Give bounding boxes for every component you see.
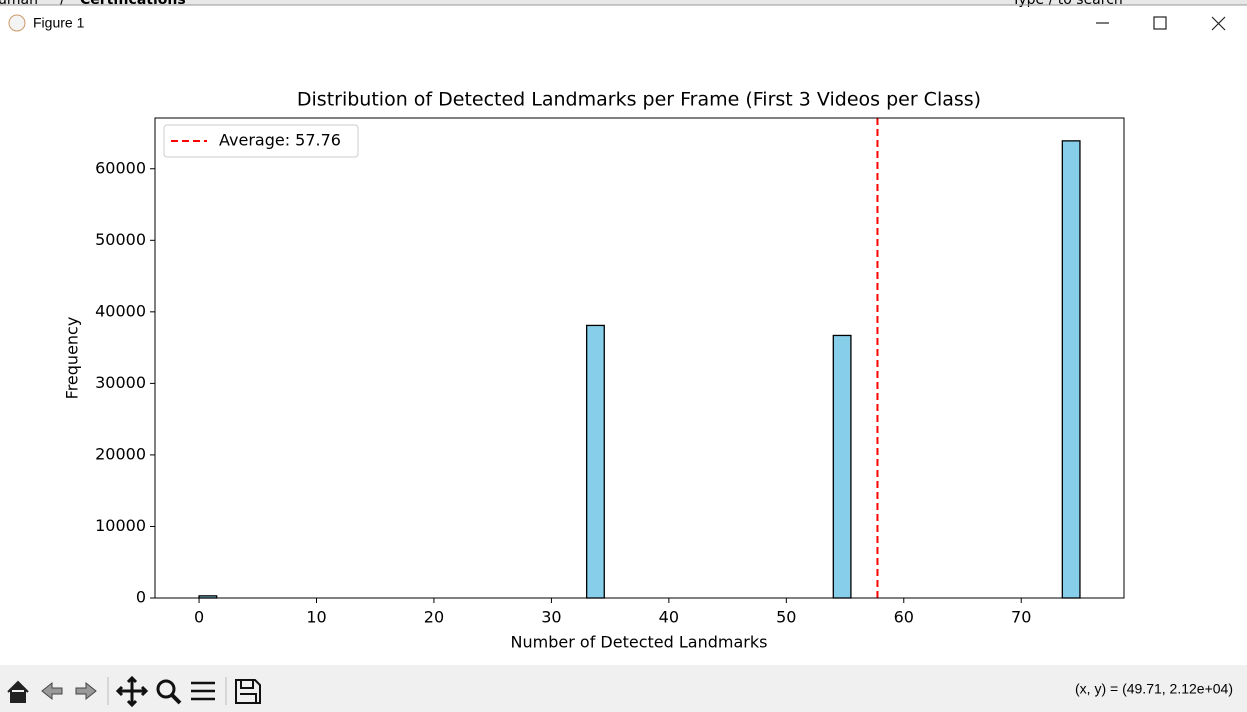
bar bbox=[585, 324, 605, 599]
x-axis-label: Number of Detected Landmarks bbox=[511, 633, 768, 652]
chart-title: Distribution of Detected Landmarks per F… bbox=[297, 89, 981, 111]
y-tick-label: 40000 bbox=[95, 301, 146, 320]
configure-button[interactable] bbox=[191, 681, 215, 701]
background-text: Type / to search bbox=[1011, 0, 1123, 8]
plot: Distribution of Detected Landmarks per F… bbox=[63, 89, 1125, 652]
x-tick-label: 50 bbox=[776, 608, 796, 627]
x-tick-label: 0 bbox=[194, 608, 204, 627]
background-text: / bbox=[60, 0, 65, 8]
x-tick-label: 10 bbox=[306, 608, 326, 627]
close-button[interactable] bbox=[1211, 16, 1226, 31]
x-tick-label: 40 bbox=[659, 608, 679, 627]
zoom-button[interactable] bbox=[156, 679, 176, 699]
status-text: (x, y) = (49.71, 2.12e+04) bbox=[1075, 681, 1233, 697]
y-tick-label: 10000 bbox=[95, 516, 146, 535]
y-tick-label: 0 bbox=[136, 588, 146, 607]
y-tick-label: 50000 bbox=[95, 230, 146, 249]
x-tick-label: 70 bbox=[1011, 608, 1031, 627]
background-text: Certifications bbox=[80, 0, 186, 8]
legend bbox=[163, 124, 359, 158]
zoom-handle bbox=[170, 693, 182, 705]
y-tick-label: 20000 bbox=[95, 444, 146, 463]
toolbar bbox=[0, 665, 1247, 712]
background-strip bbox=[0, 0, 1247, 5]
window-title: Figure 1 bbox=[33, 15, 85, 31]
background-text: uman bbox=[0, 0, 38, 8]
y-axis-label: Frequency bbox=[63, 317, 82, 400]
x-tick-label: 20 bbox=[424, 608, 444, 627]
app-icon bbox=[8, 14, 26, 32]
back-button[interactable] bbox=[41, 681, 63, 701]
y-tick-label: 60000 bbox=[95, 158, 146, 177]
forward-button[interactable] bbox=[75, 681, 97, 701]
maximize-button[interactable] bbox=[1153, 16, 1167, 30]
axes-frame bbox=[154, 117, 1125, 599]
x-tick-label: 30 bbox=[541, 608, 561, 627]
save-button[interactable] bbox=[235, 679, 261, 704]
legend-label: Average: 57.76 bbox=[219, 131, 341, 150]
bar bbox=[832, 334, 852, 599]
x-tick-label: 60 bbox=[894, 608, 914, 627]
pan-button[interactable] bbox=[115, 675, 149, 708]
y-tick-label: 30000 bbox=[95, 373, 146, 392]
home-button[interactable] bbox=[7, 680, 29, 703]
bar bbox=[1061, 140, 1081, 599]
